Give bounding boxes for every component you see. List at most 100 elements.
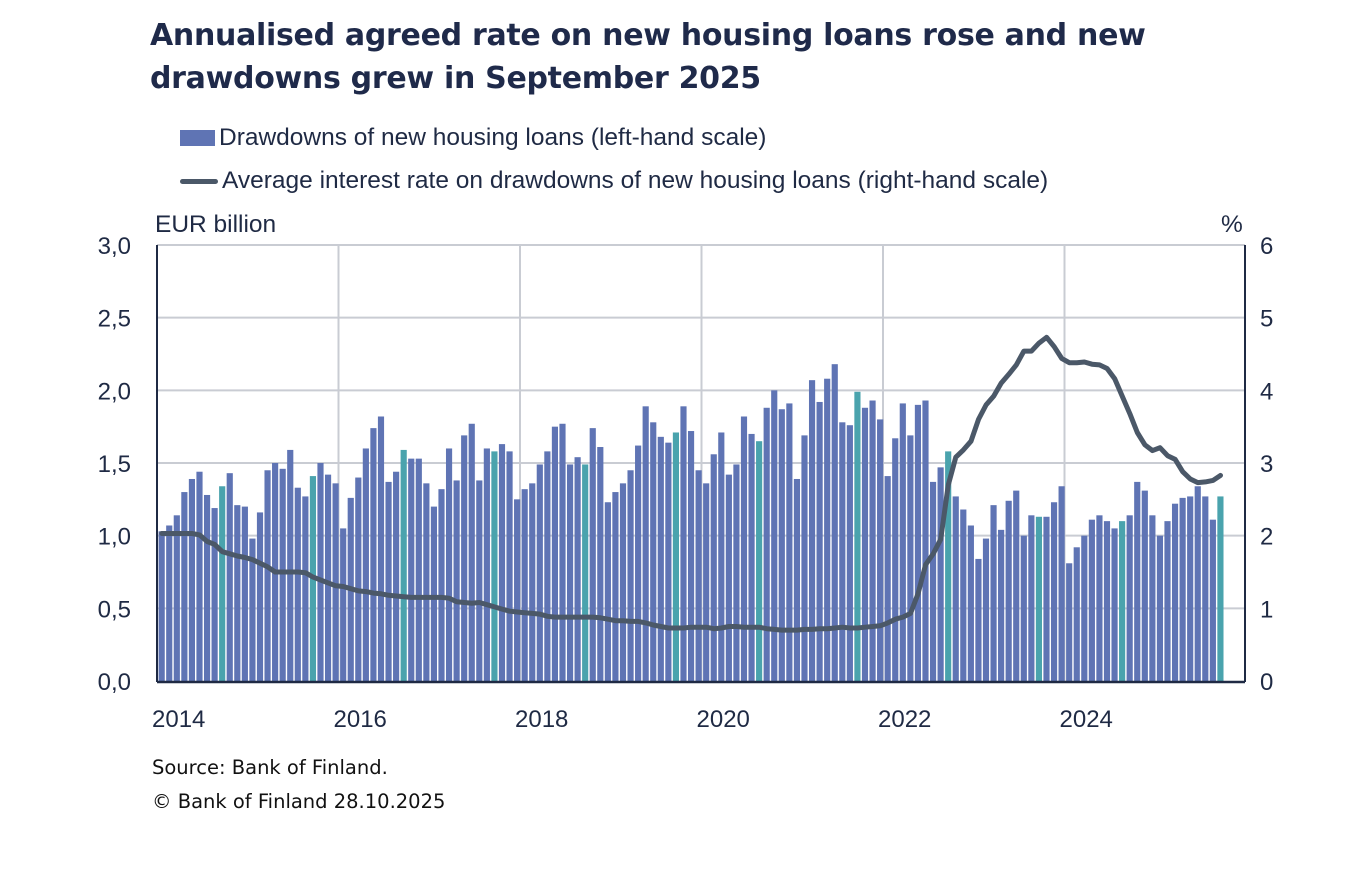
bar: [604, 502, 611, 681]
right-tick-label: 6: [1260, 233, 1273, 260]
bar: [877, 419, 884, 681]
bar: [1096, 515, 1103, 681]
bar: [990, 505, 997, 681]
bar: [1013, 490, 1020, 681]
bar: [1179, 497, 1186, 681]
legend-label-interest-rate: Average interest rate on drawdowns of ne…: [222, 167, 1049, 194]
line-series: [159, 334, 1223, 633]
bar: [793, 478, 801, 681]
bar: [551, 426, 559, 681]
bar: [181, 492, 188, 681]
bar: [808, 380, 816, 681]
bar: [1149, 515, 1156, 681]
bar: [355, 477, 362, 681]
bar: [967, 525, 974, 681]
bar: [1103, 521, 1111, 681]
bar: [241, 506, 248, 681]
bar: [1058, 486, 1065, 681]
left-tick-label: 1,0: [98, 524, 131, 551]
bar: [1050, 502, 1058, 681]
right-tick-label: 5: [1260, 306, 1273, 333]
bar: [627, 470, 634, 681]
tick-labels: 0,0 0,5 1,0 1,5 2,0 2,5 3,0 0 1 2 3 4 5 6 2014 2016 2018…: [98, 233, 1274, 733]
bar: [1164, 521, 1171, 681]
right-tick-label: 2: [1260, 524, 1273, 551]
bar: [249, 538, 256, 681]
bar: [1171, 503, 1179, 681]
highlighted-bar: [400, 449, 407, 681]
legend-line-swatch: [180, 178, 218, 184]
bar: [1073, 547, 1080, 681]
right-tick-label: 0: [1260, 669, 1273, 696]
bar: [287, 449, 294, 681]
bar: [483, 448, 490, 681]
bar: [566, 464, 574, 681]
bar: [317, 463, 324, 681]
bar: [1081, 535, 1088, 681]
bar: [1202, 496, 1209, 681]
bar: [846, 425, 853, 681]
bar: [619, 483, 627, 681]
bar: [211, 508, 218, 681]
copyright-note: © Bank of Finland 28.10.2025: [152, 790, 446, 813]
source-note: Source: Bank of Finland.: [152, 756, 388, 779]
bar: [914, 404, 922, 681]
bar: [831, 364, 838, 681]
bar: [884, 476, 891, 681]
bar: [370, 428, 377, 681]
bar: [1111, 528, 1118, 681]
bar: [453, 480, 460, 681]
bar: [937, 467, 944, 681]
highlighted-bar: [945, 451, 952, 681]
bar: [589, 428, 596, 681]
left-tick-label: 2,0: [98, 378, 131, 405]
bar: [718, 432, 725, 681]
bar: [529, 483, 536, 681]
bar: [771, 390, 778, 681]
bar: [1141, 490, 1148, 681]
bar: [544, 451, 551, 681]
bar: [196, 471, 203, 681]
bar: [476, 480, 483, 681]
left-tick-label: 0,0: [98, 669, 131, 696]
bar: [1134, 481, 1141, 681]
left-tick-label: 3,0: [98, 233, 131, 260]
bar: [385, 481, 392, 681]
bar: [642, 406, 649, 681]
bar: [952, 496, 959, 681]
bar: [635, 445, 642, 681]
left-tick-label: 1,5: [98, 451, 131, 478]
bar: [1020, 535, 1027, 681]
bar: [907, 435, 914, 681]
highlighted-bar: [854, 391, 861, 681]
left-axis-label: EUR billion: [155, 211, 277, 238]
left-tick-label: 0,5: [98, 596, 131, 623]
axes: [156, 245, 1246, 684]
legend-item-interest-rate: Average interest rate on drawdowns of ne…: [180, 167, 1048, 195]
bar: [801, 435, 808, 681]
x-tick-label: 2022: [878, 706, 931, 733]
bar: [408, 458, 415, 681]
x-tick-label: 2024: [1060, 706, 1113, 733]
bar: [597, 447, 604, 681]
bar: [657, 436, 664, 681]
bar: [362, 448, 369, 681]
bar: [929, 481, 937, 681]
bar: [294, 487, 301, 681]
bar: [468, 423, 475, 681]
right-tick-label: 3: [1260, 451, 1273, 478]
highlighted-bar: [582, 464, 589, 681]
right-tick-label: 4: [1260, 378, 1273, 405]
bar: [203, 494, 211, 681]
bar: [264, 470, 271, 681]
bar: [279, 468, 286, 681]
bar: [423, 483, 430, 681]
bar: [861, 407, 869, 681]
bar: [680, 406, 687, 681]
bar: [166, 525, 173, 681]
bar: [892, 438, 899, 681]
chart-title: Annualised agreed rate on new housing lo…: [150, 18, 1146, 96]
highlighted-bar: [1217, 496, 1224, 681]
bar: [748, 433, 755, 681]
bar: [393, 471, 400, 681]
